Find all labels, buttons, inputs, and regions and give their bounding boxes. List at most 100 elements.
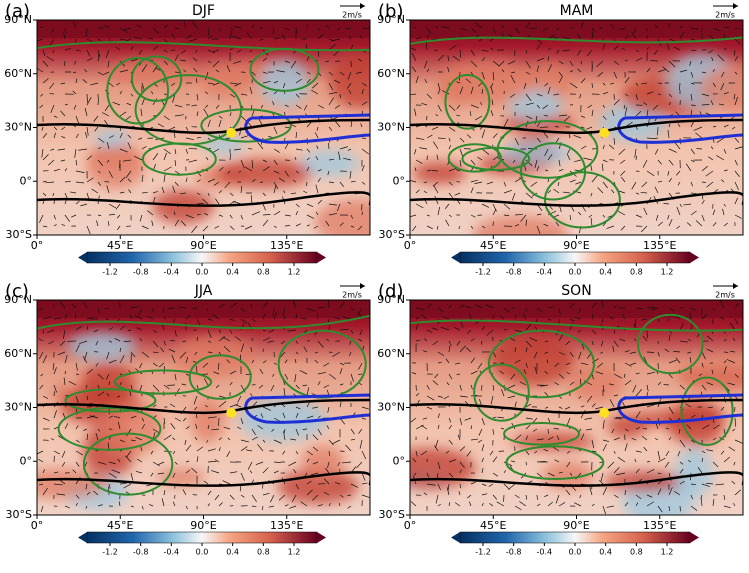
anomaly [190, 399, 224, 443]
anomaly [329, 54, 390, 108]
colorbar-tick-label: 1.2 [661, 268, 674, 277]
x-tick-label: 0° [404, 239, 417, 252]
colorbar-min [451, 252, 460, 263]
colorbar-tick-label: 1.2 [288, 268, 301, 277]
colorbar-tick-label: 0.4 [226, 268, 239, 277]
colorbar-tick-label: -0.8 [506, 548, 522, 557]
panel-title: MAM [560, 3, 594, 19]
y-tick-label: 60°N [4, 67, 32, 80]
x-tick-label: 0° [31, 239, 44, 252]
vector-key-label: 2m/s [715, 291, 735, 300]
anomaly [413, 162, 467, 184]
colorbar-tick-label: 0.8 [257, 548, 270, 557]
colorbar-tick-label: -0.4 [537, 268, 553, 277]
x-tick-label: 135°E [643, 239, 676, 252]
y-tick-label: 30°N [4, 121, 32, 134]
anomaly [569, 362, 623, 402]
y-tick-label: 0° [393, 454, 406, 467]
colorbar-tick-label: -1.2 [475, 548, 491, 557]
y-tick-label: 30°N [4, 401, 32, 414]
x-tick-label: 0° [404, 519, 417, 532]
colorbar-tick-label: -0.8 [133, 548, 149, 557]
y-tick-label: 30°S [379, 508, 405, 521]
colorbar-tick-label: 0.0 [569, 268, 582, 277]
vector-key-head [733, 283, 738, 289]
map [36, 20, 405, 245]
colorbar-tick-label: 1.2 [288, 548, 301, 557]
y-tick-label: 0° [20, 174, 33, 187]
anomaly [491, 336, 575, 385]
colorbar [460, 532, 690, 543]
x-tick-label: 90°E [190, 519, 216, 532]
y-tick-label: 0° [393, 174, 406, 187]
colorbar-tick-label: -0.8 [506, 268, 522, 277]
colorbar-min [78, 532, 87, 543]
y-tick-label: 30°S [379, 228, 405, 241]
y-tick-label: 30°N [377, 401, 405, 414]
top-band [37, 300, 370, 318]
station [599, 128, 609, 138]
y-tick-label: 0° [20, 454, 33, 467]
y-tick-label: 30°N [377, 121, 405, 134]
colorbar-max [317, 252, 326, 263]
x-tick-label: 45°E [107, 519, 133, 532]
panel-title: JJA [194, 283, 213, 299]
colorbar-tick-label: 0.4 [599, 268, 612, 277]
vector-key-head [360, 3, 365, 9]
colorbar [87, 252, 317, 263]
anomaly [87, 142, 145, 188]
wind-vector [76, 374, 79, 375]
x-tick-label: 0° [31, 519, 44, 532]
x-tick-label: 135°E [270, 239, 303, 252]
vector-key-head [733, 3, 738, 9]
colorbar-tick-label: 0.8 [257, 268, 270, 277]
y-tick-label: 90°N [4, 13, 32, 26]
y-tick-label: 30°S [6, 508, 32, 521]
map [15, 300, 371, 515]
y-tick-label: 60°N [377, 67, 405, 80]
colorbar-tick-label: 0.0 [196, 268, 209, 277]
colorbar-tick-label: 1.2 [661, 548, 674, 557]
panel-title: DJF [192, 3, 215, 19]
colorbar-tick-label: -0.8 [133, 268, 149, 277]
vector-key-label: 2m/s [342, 11, 362, 20]
colorbar-tick-label: 0.8 [630, 548, 643, 557]
colorbar-tick-label: -1.2 [102, 548, 118, 557]
colorbar [460, 252, 690, 263]
x-tick-label: 90°E [563, 239, 589, 252]
y-tick-label: 90°N [4, 293, 32, 306]
colorbar-tick-label: -1.2 [475, 268, 491, 277]
colorbar-tick-label: -0.4 [164, 268, 180, 277]
x-tick-label: 45°E [107, 239, 133, 252]
x-tick-label: 90°E [563, 519, 589, 532]
y-tick-label: 60°N [377, 347, 405, 360]
map [374, 300, 749, 526]
map [408, 20, 749, 252]
colorbar-tick-label: -1.2 [102, 268, 118, 277]
colorbar [87, 532, 317, 543]
colorbar-tick-label: 0.8 [630, 268, 643, 277]
station [599, 408, 609, 418]
top-band [410, 20, 743, 38]
panel-title: SON [561, 283, 591, 299]
x-tick-label: 135°E [270, 519, 303, 532]
colorbar-tick-label: 0.4 [226, 548, 239, 557]
station [226, 128, 236, 138]
colorbar-min [78, 252, 87, 263]
colorbar-max [690, 252, 699, 263]
colorbar-tick-label: 0.0 [196, 548, 209, 557]
station [226, 408, 236, 418]
x-tick-label: 90°E [190, 239, 216, 252]
x-tick-label: 45°E [480, 519, 506, 532]
x-tick-label: 135°E [643, 519, 676, 532]
colorbar-tick-label: 0.0 [569, 548, 582, 557]
colorbar-tick-label: -0.4 [164, 548, 180, 557]
vector-key-label: 2m/s [342, 291, 362, 300]
colorbar-tick-label: -0.4 [537, 548, 553, 557]
colorbar-min [451, 532, 460, 543]
